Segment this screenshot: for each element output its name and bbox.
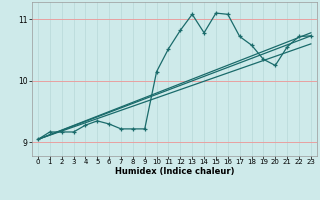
X-axis label: Humidex (Indice chaleur): Humidex (Indice chaleur): [115, 167, 234, 176]
